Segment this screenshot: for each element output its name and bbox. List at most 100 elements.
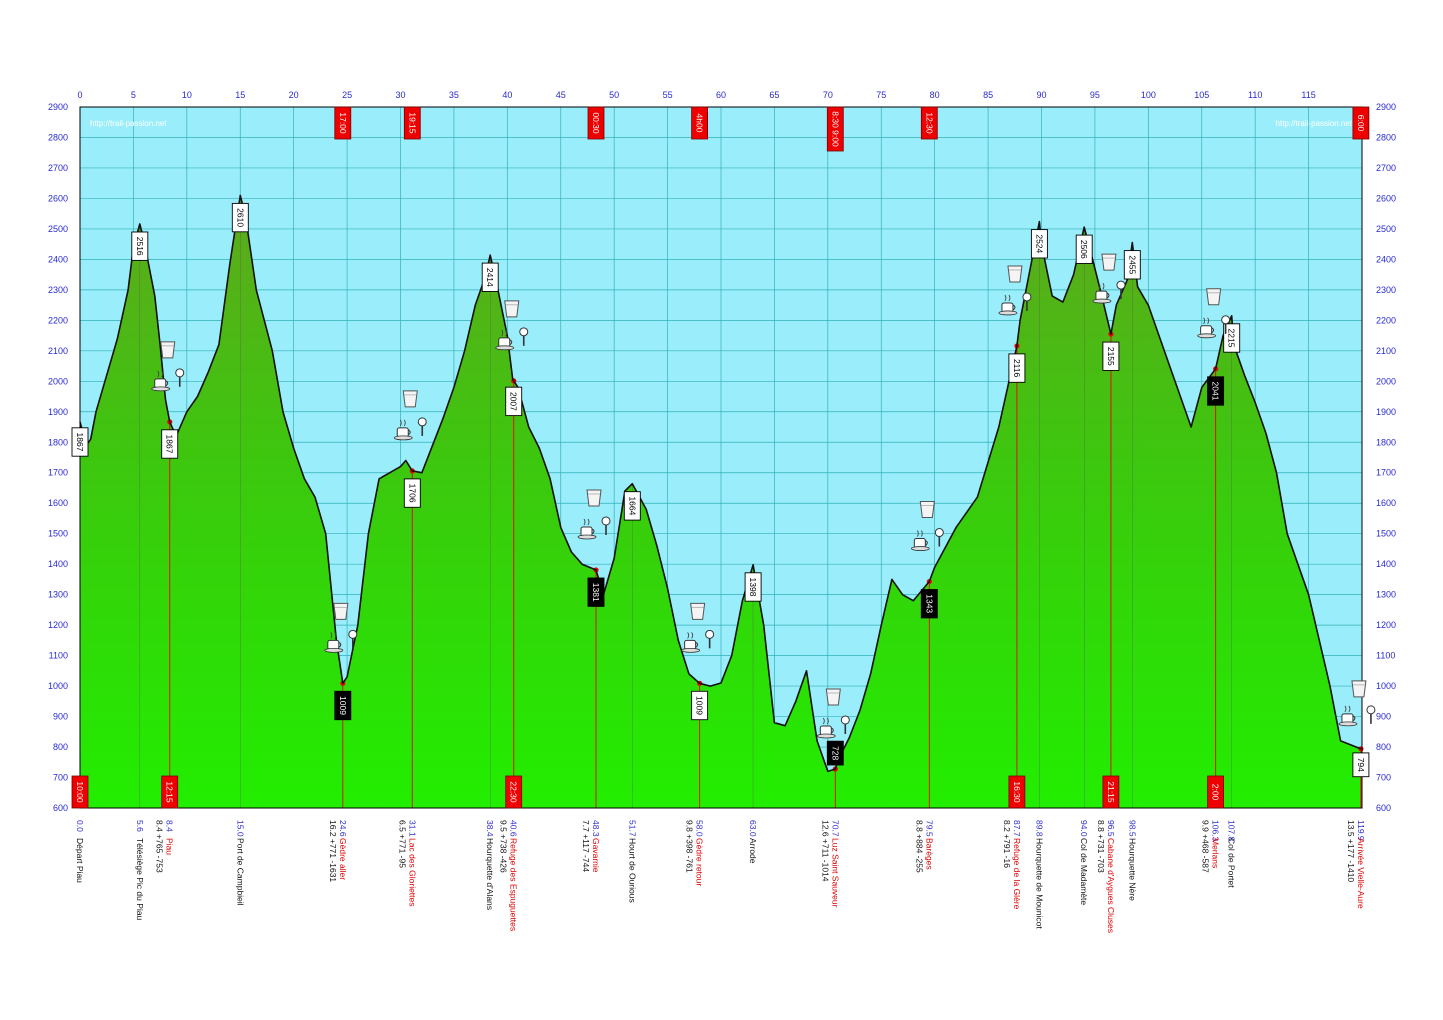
coffee-icon [1338,705,1358,727]
water-cup-icon [586,489,602,507]
time-label-text: 12:30 [924,112,934,134]
waypoint-markers [79,195,1364,808]
fork-knife-icon [519,327,529,346]
time-label-text: 6:00 [1356,115,1366,132]
y-tick-label-left: 1700 [48,468,68,478]
x-tick-label: 55 [663,90,673,100]
altitude-label: 794 [1352,752,1370,778]
time-label-text: 10:00 [75,781,85,803]
altitude-label: 2506 [1075,234,1093,264]
waypoint-km: 51.7 [627,820,637,837]
y-tick-label-right: 2300 [1376,285,1396,295]
coffee-handle [338,641,342,648]
water-cup-shape [586,489,602,507]
water-cup-icon [1101,253,1117,271]
coffee-handle [165,380,169,387]
waypoint-km: 87.7 [1012,820,1022,837]
altitude-label-text: 1343 [924,594,934,613]
altitude-label: 1009 [334,690,352,721]
coffee-handle [1106,292,1110,299]
coffee-handle [830,727,834,734]
fork-knife-icon [1116,280,1126,300]
y-tick-label-right: 1600 [1376,498,1396,508]
y-tick-label-left: 1500 [48,529,68,539]
coffee-saucer [495,345,515,351]
time-label-bottom: 12:15 [161,775,179,809]
time-label-text: 8:30 9:00 [830,111,840,147]
time-label-top: 00:30 [587,106,605,140]
fork-head [1116,280,1126,290]
waypoint-name: Col de Portet [1227,838,1237,888]
altitude-label-text: 2007 [509,392,519,411]
altitude-label: 1343 [920,589,938,619]
y-tick-label-right: 2500 [1376,224,1396,234]
water-cup-shape [504,300,520,318]
altitude-label: 2155 [1102,341,1120,371]
waypoint-name: Barèges [924,838,934,870]
terrain-area [80,195,1361,808]
waypoint-km: 38.4 [485,820,495,837]
coffee-saucer [1092,298,1112,304]
waypoint-name: Gèdre aller [338,838,348,880]
y-tick-label-right: 1400 [1376,559,1396,569]
waypoint-km: 15.0 [235,820,245,837]
fork-head [934,528,944,538]
y-tick-label-right: 1500 [1376,529,1396,539]
x-tick-label: 90 [1036,90,1046,100]
y-tick-label-right: 2000 [1376,376,1396,386]
waypoint-name: Col de Madamète [1079,838,1089,905]
fork-knife-icon [1366,705,1376,724]
y-tick-label-right: 2700 [1376,163,1396,173]
altitude-label: 1867 [71,427,89,457]
time-label-box [1102,775,1120,809]
altitude-label-box [1223,323,1241,353]
y-tick-label-right: 2100 [1376,346,1396,356]
time-label-text: 00:30 [591,112,601,134]
water-cup-icon [1206,288,1222,306]
altitude-label-box [623,491,641,521]
time-label-top: 4h00 [691,106,708,140]
coffee-steam [501,329,508,337]
coffee-handle [1352,715,1356,722]
waypoint-km: 96.5 [1106,820,1116,837]
altitude-label-text: 2155 [1106,347,1116,366]
waypoint-axis: 0.0 Départ Piau 5.6 Télésiège Pic du Piau 8.… [75,820,1366,933]
waypoint-stats: 12.6 +711 -1014 [820,820,830,882]
altitude-label-text: 2414 [485,268,495,287]
coffee-handle [1012,304,1016,311]
x-tick-label: 40 [502,90,512,100]
x-tick-label: 95 [1090,90,1100,100]
time-label-box [920,106,938,140]
coffee-steam [1004,294,1011,302]
water-cup-icon [1007,265,1023,283]
waypoint-km: 107.8 [1227,820,1237,842]
y-tick-label-left: 600 [53,803,68,813]
plot-frame [79,106,1363,809]
coffee-steam [916,530,923,537]
altitude-label: 2524 [1030,229,1048,259]
altitude-label-box [505,386,523,417]
y-tick-label-left: 2700 [48,163,68,173]
waypoint-km: 89.8 [1034,820,1044,837]
water-cup-icon [504,300,520,318]
coffee-steam [687,632,694,639]
coffee-icon [681,632,701,653]
altitude-label-text: 2506 [1079,240,1089,259]
waypoint-km: 106.3 [1211,820,1221,842]
y-tick-label-right: 600 [1376,803,1391,813]
y-tick-label-right: 2900 [1376,102,1396,112]
time-label-top: 12:30 [920,106,938,140]
y-tick-label-left: 2900 [48,102,68,112]
y-tick-label-left: 1600 [48,498,68,508]
time-label-bottom: 21:15 [1102,775,1120,809]
fork-knife-icon [934,528,944,547]
fork-head [1366,705,1376,715]
coffee-steam [822,717,829,725]
time-label-text: 17:00 [338,112,348,134]
